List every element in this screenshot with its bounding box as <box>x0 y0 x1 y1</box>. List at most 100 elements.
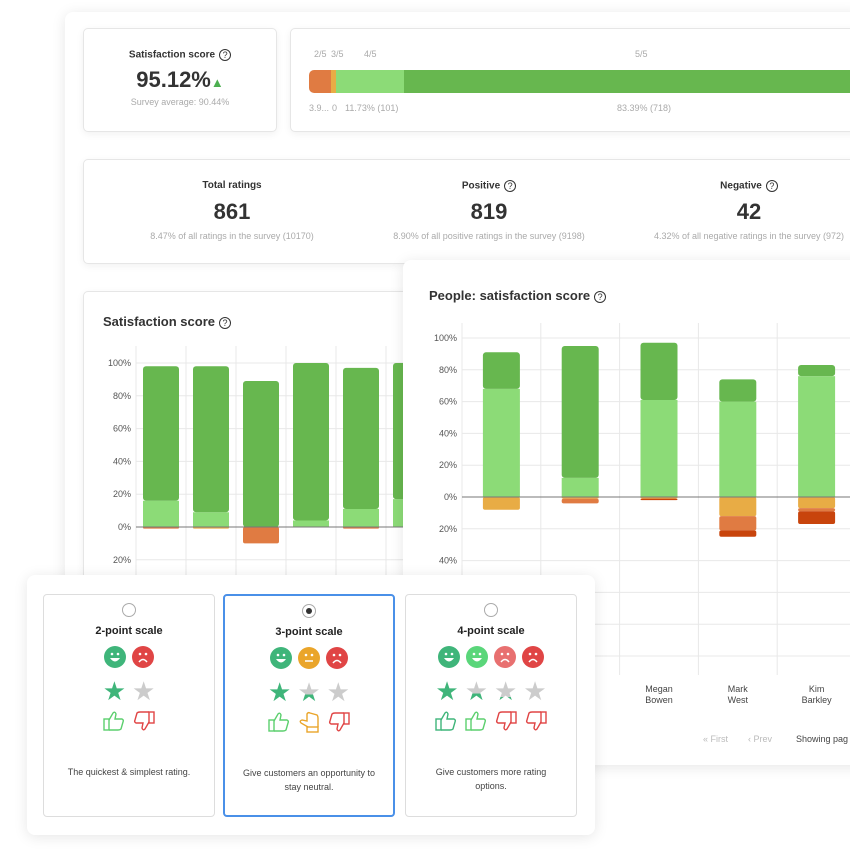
scale-radio[interactable] <box>484 603 498 617</box>
bar-segment-5of5 <box>143 366 179 501</box>
star-half-icon: ★ <box>297 677 321 707</box>
satisfaction-label: Satisfaction score <box>128 49 216 61</box>
stat-value: 819 <box>470 199 508 224</box>
bar-segment-4of5 <box>336 70 404 93</box>
help-icon[interactable]: ? <box>504 180 517 192</box>
dist-bottom-label: 3.9... <box>309 103 330 113</box>
scale-option-3-point[interactable]: 3-point scale ★ ★ ★ Give customers an opport… <box>223 594 395 817</box>
bar-segment-5of5 <box>482 352 520 389</box>
neutral-face-icon <box>298 646 320 674</box>
star-full-icon: ★ <box>102 676 126 706</box>
help-icon[interactable]: ? <box>219 316 231 329</box>
y-tick-label: 100% <box>434 333 457 343</box>
bar-segment-4of5 <box>343 508 379 527</box>
x-tick-label: Megan <box>645 684 673 694</box>
bar-segment-negative <box>719 516 757 531</box>
scale-description: Give customers more rating options. <box>435 767 547 791</box>
thumb-icons <box>225 710 393 739</box>
thumb-up-icon <box>102 709 126 738</box>
chart-title: People: satisfaction score <box>429 288 591 303</box>
happy-face-icon <box>466 645 488 673</box>
bar-segment-5of5 <box>293 363 329 521</box>
stat-value: 861 <box>213 199 251 224</box>
help-icon[interactable]: ? <box>594 290 607 303</box>
pagination-first[interactable]: « First <box>703 734 729 744</box>
y-tick-label: 0% <box>444 492 457 502</box>
y-tick-label: 40% <box>439 428 457 438</box>
star-full-icon: ★ <box>268 677 292 707</box>
bar-segment-5of5 <box>243 381 279 527</box>
dist-bottom-label: 0 <box>332 103 338 113</box>
stat-sub: 8.90% of all positive ratings in the sur… <box>393 231 585 241</box>
thumb-down-icon <box>327 710 351 739</box>
dist-bottom-label: 11.73% (101) <box>345 103 399 113</box>
bar-segment-4of5 <box>561 477 599 497</box>
star-half-icon: ★ <box>464 676 488 706</box>
bar-segment-4of5 <box>640 400 678 497</box>
pagination-prev[interactable]: ‹ Prev <box>748 734 773 744</box>
bar-segment-negative <box>482 497 520 510</box>
help-icon[interactable]: ? <box>765 180 778 192</box>
face-icons <box>225 646 393 674</box>
thumb-ok-icon <box>434 709 458 738</box>
bar-segment-negative <box>640 498 678 501</box>
bar-segment-negative <box>798 508 836 512</box>
scale-description: The quickest & simplest rating. <box>67 767 191 777</box>
y-tick-label: 40% <box>113 456 131 466</box>
help-icon[interactable]: ? <box>219 49 232 61</box>
bar-segment-2of5 <box>309 70 331 93</box>
bar-segment-3of5 <box>331 70 336 93</box>
y-tick-label: 0% <box>118 522 131 532</box>
bar-segment-negative <box>798 511 836 525</box>
dist-top-label: 5/5 <box>635 49 648 59</box>
bar-segment-4of5 <box>143 500 179 527</box>
happy-face-icon <box>270 646 292 674</box>
sad-face-icon <box>326 646 348 674</box>
bar-segment-5of5 <box>640 342 678 401</box>
star-icons: ★ ★ ★ <box>225 677 393 707</box>
bar-segment-5of5 <box>798 365 836 377</box>
stat-label: Positive <box>461 180 501 192</box>
stat-value: 42 <box>736 199 762 224</box>
bar-segment-4of5 <box>482 388 520 497</box>
chart-title: Satisfaction score <box>103 314 215 329</box>
y-tick-label: 100% <box>108 358 131 368</box>
thumb-down-icon <box>494 709 518 738</box>
triangle-up-icon: ▲ <box>210 75 224 90</box>
scale-radio[interactable] <box>122 603 136 617</box>
star-empty-icon: ★ <box>132 676 156 706</box>
y-tick-label: 60% <box>113 424 131 434</box>
star-icons: ★ ★ <box>44 676 214 706</box>
bar-segment-5of5 <box>193 366 229 513</box>
pagination-status: Showing pag <box>796 734 849 744</box>
distribution-bar <box>309 70 850 93</box>
dist-top-label: 2/5 <box>314 49 327 59</box>
sad-face-icon <box>132 645 154 673</box>
thumb-up-icon <box>267 710 291 739</box>
bar-segment-5of5 <box>719 379 757 402</box>
scale-option-2-point[interactable]: 2-point scale ★ ★ The quickest & simplest r… <box>43 594 215 817</box>
satisfaction-score-card: Satisfaction score? 95.12%▲ Survey avera… <box>83 28 277 132</box>
scale-description: Give customers an opportunity to stay ne… <box>242 768 376 792</box>
x-tick-label: West <box>728 695 749 705</box>
bar-segment-4of5 <box>193 512 229 527</box>
y-tick-label: 20% <box>113 489 131 499</box>
bar-segment-negative <box>719 497 757 517</box>
y-tick-label: 20% <box>439 460 457 470</box>
dist-top-label: 3/5 <box>331 49 344 59</box>
stat-sub: 8.47% of all ratings in the survey (1017… <box>150 231 314 241</box>
bar-segment-4of5 <box>719 401 757 497</box>
face-icons <box>406 645 576 673</box>
dist-bottom-label: 83.39% (718) <box>617 103 672 113</box>
scale-radio[interactable] <box>302 604 316 618</box>
y-tick-label: 20% <box>439 524 457 534</box>
face-icons <box>44 645 214 673</box>
scale-name: 4-point scale <box>457 625 525 637</box>
survey-average: Survey average: 90.44% <box>130 97 230 107</box>
stat-label: Total ratings <box>202 180 262 191</box>
bar-segment-5of5 <box>561 345 599 478</box>
scale-option-4-point[interactable]: 4-point scale ★ ★ ★ ★ Give customers more rat… <box>405 594 577 817</box>
stat-total: Total ratings 861 8.47% of all ratings i… <box>84 180 380 241</box>
bar-segment-negative <box>561 498 599 504</box>
